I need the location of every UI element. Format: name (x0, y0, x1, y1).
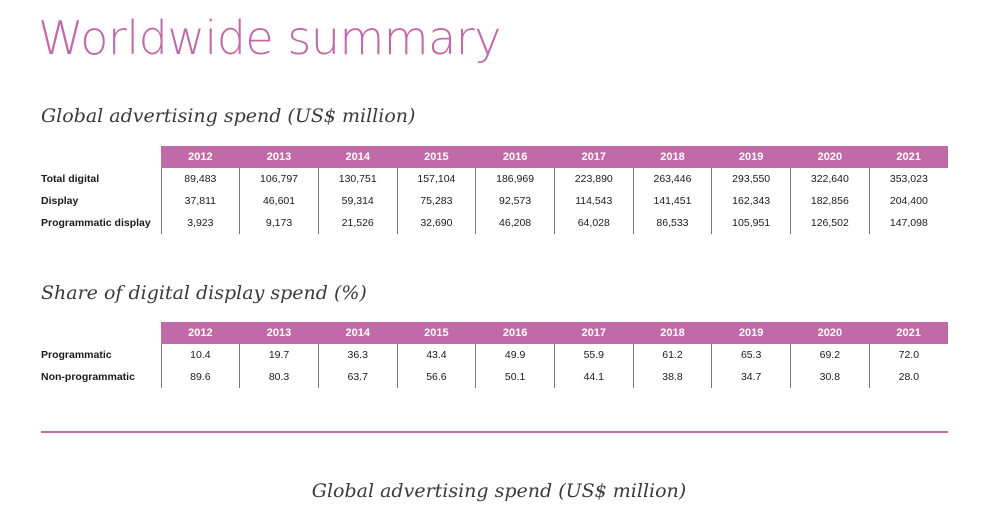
data-cell: 65.3 (711, 344, 791, 366)
data-cell: 46,208 (475, 212, 555, 234)
data-cell: 38.8 (632, 366, 712, 388)
data-cell: 182,856 (790, 190, 870, 212)
data-cell: 72.0 (868, 344, 948, 366)
footer-heading: Global advertising spend (US$ million) (311, 480, 687, 502)
ad-spend-table: 2012 2013 2014 2015 2016 2017 2018 2019 … (41, 146, 948, 234)
header-blank-cell (41, 146, 161, 168)
data-cell: 69.2 (790, 344, 870, 366)
data-cell: 80.3 (239, 366, 319, 388)
data-cell: 130,751 (317, 168, 398, 190)
data-cell: 10.4 (160, 344, 240, 366)
year-header: 2018 (633, 146, 712, 168)
data-cell: 9,173 (239, 212, 319, 234)
year-header: 2014 (318, 146, 398, 168)
year-header: 2021 (869, 322, 948, 344)
data-cell: 56.6 (396, 366, 476, 388)
year-header: 2017 (554, 146, 634, 168)
data-cell: 43.4 (396, 344, 476, 366)
year-header: 2012 (161, 146, 240, 168)
data-cell: 46,601 (239, 190, 319, 212)
year-header: 2015 (397, 322, 476, 344)
table-header-row: 2012 2013 2014 2015 2016 2017 2018 2019 … (41, 322, 948, 344)
year-header: 2019 (711, 146, 791, 168)
data-cell: 223,890 (553, 168, 634, 190)
data-cell: 59,314 (317, 190, 398, 212)
display-share-table: 2012 2013 2014 2015 2016 2017 2018 2019 … (41, 322, 948, 388)
data-cell: 37,811 (160, 190, 240, 212)
year-header: 2019 (711, 322, 791, 344)
table-row: Total digital 89,483 106,797 130,751 157,104… (41, 168, 948, 190)
data-cell: 21,526 (317, 212, 398, 234)
data-cell: 157,104 (396, 168, 476, 190)
row-label: Programmatic (41, 349, 112, 361)
year-header: 2016 (475, 146, 555, 168)
data-cell: 322,640 (790, 168, 870, 190)
year-header: 2012 (161, 322, 240, 344)
year-header: 2013 (239, 322, 319, 344)
year-header: 2016 (475, 322, 555, 344)
data-cell: 141,451 (632, 190, 712, 212)
row-label: Programmatic display (41, 217, 151, 229)
data-cell: 92,573 (475, 190, 555, 212)
data-cell: 28.0 (868, 366, 948, 388)
data-cell: 106,797 (239, 168, 319, 190)
table-row: Programmatic 10.4 19.7 36.3 43.4 49.9 55.9 61.2… (41, 344, 948, 366)
data-cell: 19.7 (239, 344, 319, 366)
year-header: 2017 (554, 322, 634, 344)
data-cell: 55.9 (553, 344, 634, 366)
year-header: 2018 (633, 322, 712, 344)
section-heading-display-share: Share of digital display spend (%) (41, 282, 367, 304)
data-cell: 126,502 (790, 212, 870, 234)
data-cell: 353,023 (868, 168, 948, 190)
year-header: 2020 (790, 322, 870, 344)
table-row: Display 37,811 46,601 59,314 75,283 92,573 114… (41, 190, 948, 212)
section-heading-ad-spend: Global advertising spend (US$ million) (41, 105, 416, 127)
data-cell: 44.1 (553, 366, 634, 388)
year-header: 2020 (790, 146, 870, 168)
row-label: Total digital (41, 173, 100, 185)
data-cell: 89.6 (160, 366, 240, 388)
table-row: Non-programmatic 89.6 80.3 63.7 56.6 50.1 44.1… (41, 366, 948, 388)
table-header-row: 2012 2013 2014 2015 2016 2017 2018 2019 … (41, 146, 948, 168)
data-cell: 293,550 (711, 168, 791, 190)
data-cell: 32,690 (396, 212, 476, 234)
data-cell: 34.7 (711, 366, 791, 388)
section-divider (41, 431, 948, 433)
table-row: Programmatic display 3,923 9,173 21,526 32,6… (41, 212, 948, 234)
data-cell: 64,028 (553, 212, 634, 234)
data-cell: 50.1 (475, 366, 555, 388)
year-header: 2014 (318, 322, 398, 344)
data-cell: 61.2 (632, 344, 712, 366)
row-label: Display (41, 195, 79, 207)
page-title: Worldwide summary (38, 11, 501, 65)
data-cell: 204,400 (868, 190, 948, 212)
data-cell: 49.9 (475, 344, 555, 366)
data-cell: 162,343 (711, 190, 791, 212)
data-cell: 105,951 (711, 212, 791, 234)
data-cell: 36.3 (317, 344, 398, 366)
data-cell: 63.7 (317, 366, 398, 388)
data-cell: 86,533 (632, 212, 712, 234)
data-cell: 89,483 (160, 168, 240, 190)
row-label: Non-programmatic (41, 371, 135, 383)
data-cell: 30.8 (790, 366, 870, 388)
year-header: 2021 (869, 146, 948, 168)
year-header: 2013 (239, 146, 319, 168)
data-cell: 75,283 (396, 190, 476, 212)
data-cell: 114,543 (553, 190, 634, 212)
header-blank-cell (41, 322, 161, 344)
data-cell: 147,098 (868, 212, 948, 234)
year-header: 2015 (397, 146, 476, 168)
data-cell: 186,969 (475, 168, 555, 190)
data-cell: 263,446 (632, 168, 712, 190)
data-cell: 3,923 (160, 212, 240, 234)
